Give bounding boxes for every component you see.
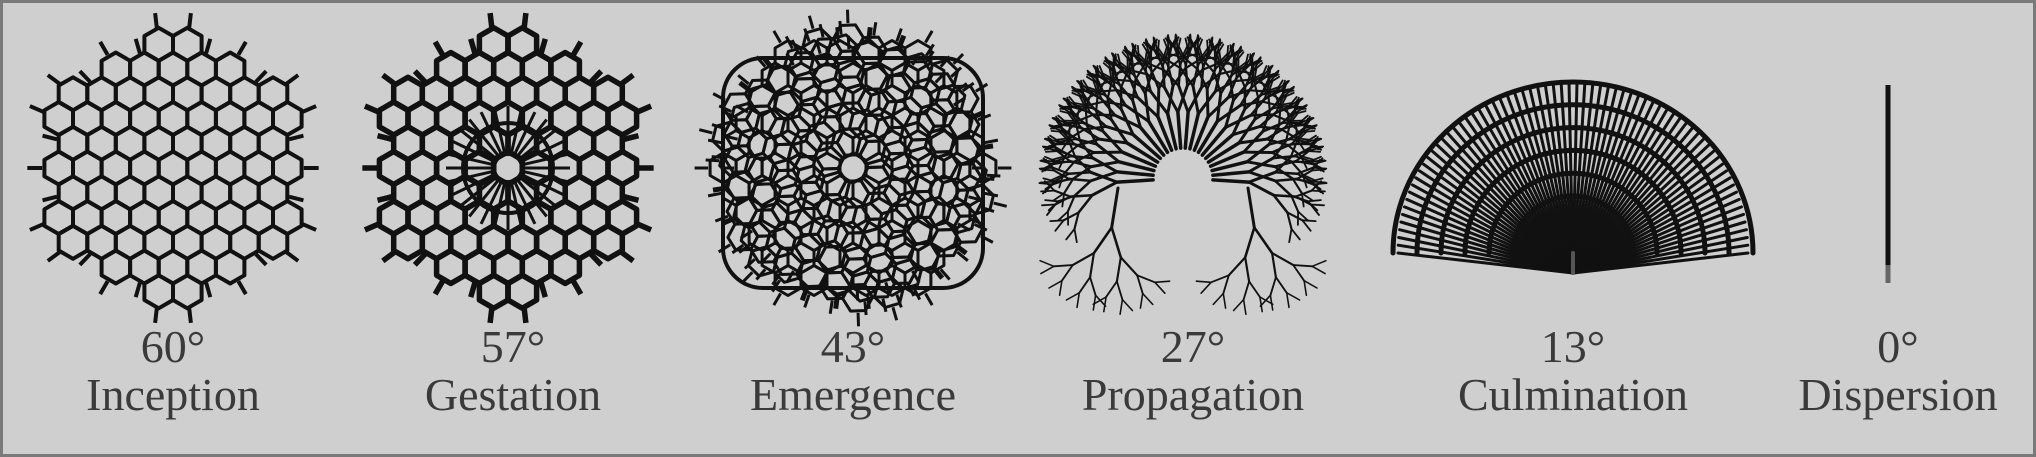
stage-culmination: 13° Culmination [1383, 3, 1763, 454]
dispersion-line [1885, 85, 1891, 283]
gestation-lattice [362, 12, 654, 324]
angle-label: 57° [480, 321, 546, 372]
angle-label: 13° [1540, 321, 1606, 372]
stage-name: Propagation [1081, 369, 1305, 420]
stage-name: Inception [86, 369, 260, 420]
angle-label: 60° [140, 321, 206, 372]
stage-caption: 43° Emergence [683, 323, 1023, 419]
emergence-lattice [694, 9, 1012, 327]
stage-dispersion: 0° Dispersion [1763, 3, 2033, 454]
angle-label: 43° [820, 321, 886, 372]
stage-propagation: 27° Propagation [1023, 3, 1363, 454]
propagation-tree [1038, 33, 1328, 315]
stage-caption: 13° Culmination [1383, 323, 1763, 419]
stage-name: Culmination [1458, 369, 1688, 420]
stage-inception: 60° Inception [3, 3, 343, 454]
stage-caption: 60° Inception [3, 323, 343, 419]
angle-label: 0° [1877, 321, 1919, 372]
stage-gestation: 57° Gestation [343, 3, 683, 454]
stage-caption: 27° Propagation [1023, 323, 1363, 419]
stage-name: Gestation [424, 369, 602, 420]
inception-hex-lattice [27, 12, 319, 324]
stage-emergence: 43° Emergence [683, 3, 1023, 454]
culmination-fan [1390, 79, 1756, 275]
stage-name: Emergence [749, 369, 957, 420]
angle-label: 27° [1160, 321, 1226, 372]
stage-name: Dispersion [1798, 369, 1998, 420]
stage-caption: 57° Gestation [343, 323, 683, 419]
stage-caption: 0° Dispersion [1763, 323, 2033, 419]
